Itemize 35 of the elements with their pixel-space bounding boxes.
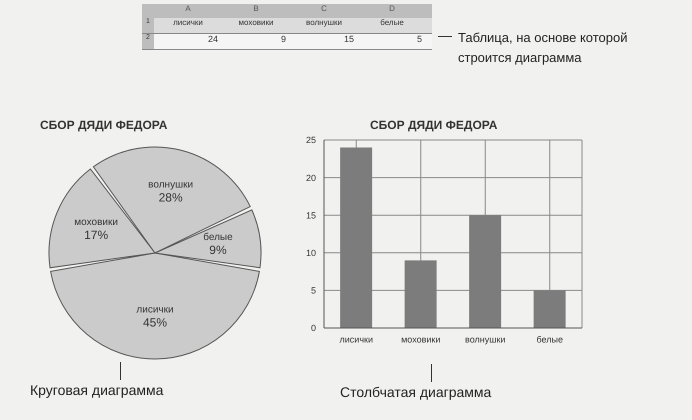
text: B <box>252 4 260 15</box>
text: 24 <box>206 34 219 46</box>
text: 9 <box>280 34 287 46</box>
chart-title: СБОР ДЯДИ ФЕДОРА <box>370 118 498 132</box>
text: 5 <box>416 34 423 46</box>
text: C <box>320 4 328 15</box>
y-tick-label: 20 <box>306 172 316 183</box>
chart-title: СБОР ДЯДИ ФЕДОРА <box>40 118 168 132</box>
text: Таблица, на основе которой строится диаграмма <box>458 29 628 67</box>
text: лисички <box>172 18 204 29</box>
y-tick-label: 0 <box>310 323 316 334</box>
text: моховики <box>238 18 274 29</box>
text: Круговая диаграмма <box>30 382 164 398</box>
y-tick-label: 15 <box>306 210 316 220</box>
y-tick-label: 25 <box>306 135 316 146</box>
x-tick-label: белые <box>536 334 563 344</box>
slice-label: моховики <box>74 216 118 228</box>
data-label: 45% <box>142 316 168 330</box>
x-tick-label: лисички <box>340 334 373 344</box>
text: Столбчатая диаграмма <box>340 384 492 400</box>
x-tick-label: волнушки <box>465 334 506 344</box>
text: волнушки <box>305 18 343 29</box>
data-label: 28% <box>158 190 183 204</box>
slice-label: лисички <box>136 304 174 316</box>
data-label: 9% <box>209 243 227 258</box>
data-label: 17% <box>84 228 108 242</box>
slice-label: белые <box>203 232 234 244</box>
x-tick-label: моховики <box>401 334 440 344</box>
y-tick-label: 5 <box>310 286 316 296</box>
slice-label: волнушки <box>148 179 194 190</box>
y-tick-label: 10 <box>306 248 316 258</box>
text: A <box>184 4 192 15</box>
text: D <box>388 4 396 15</box>
text: белые <box>379 18 405 29</box>
text: 15 <box>342 34 355 46</box>
